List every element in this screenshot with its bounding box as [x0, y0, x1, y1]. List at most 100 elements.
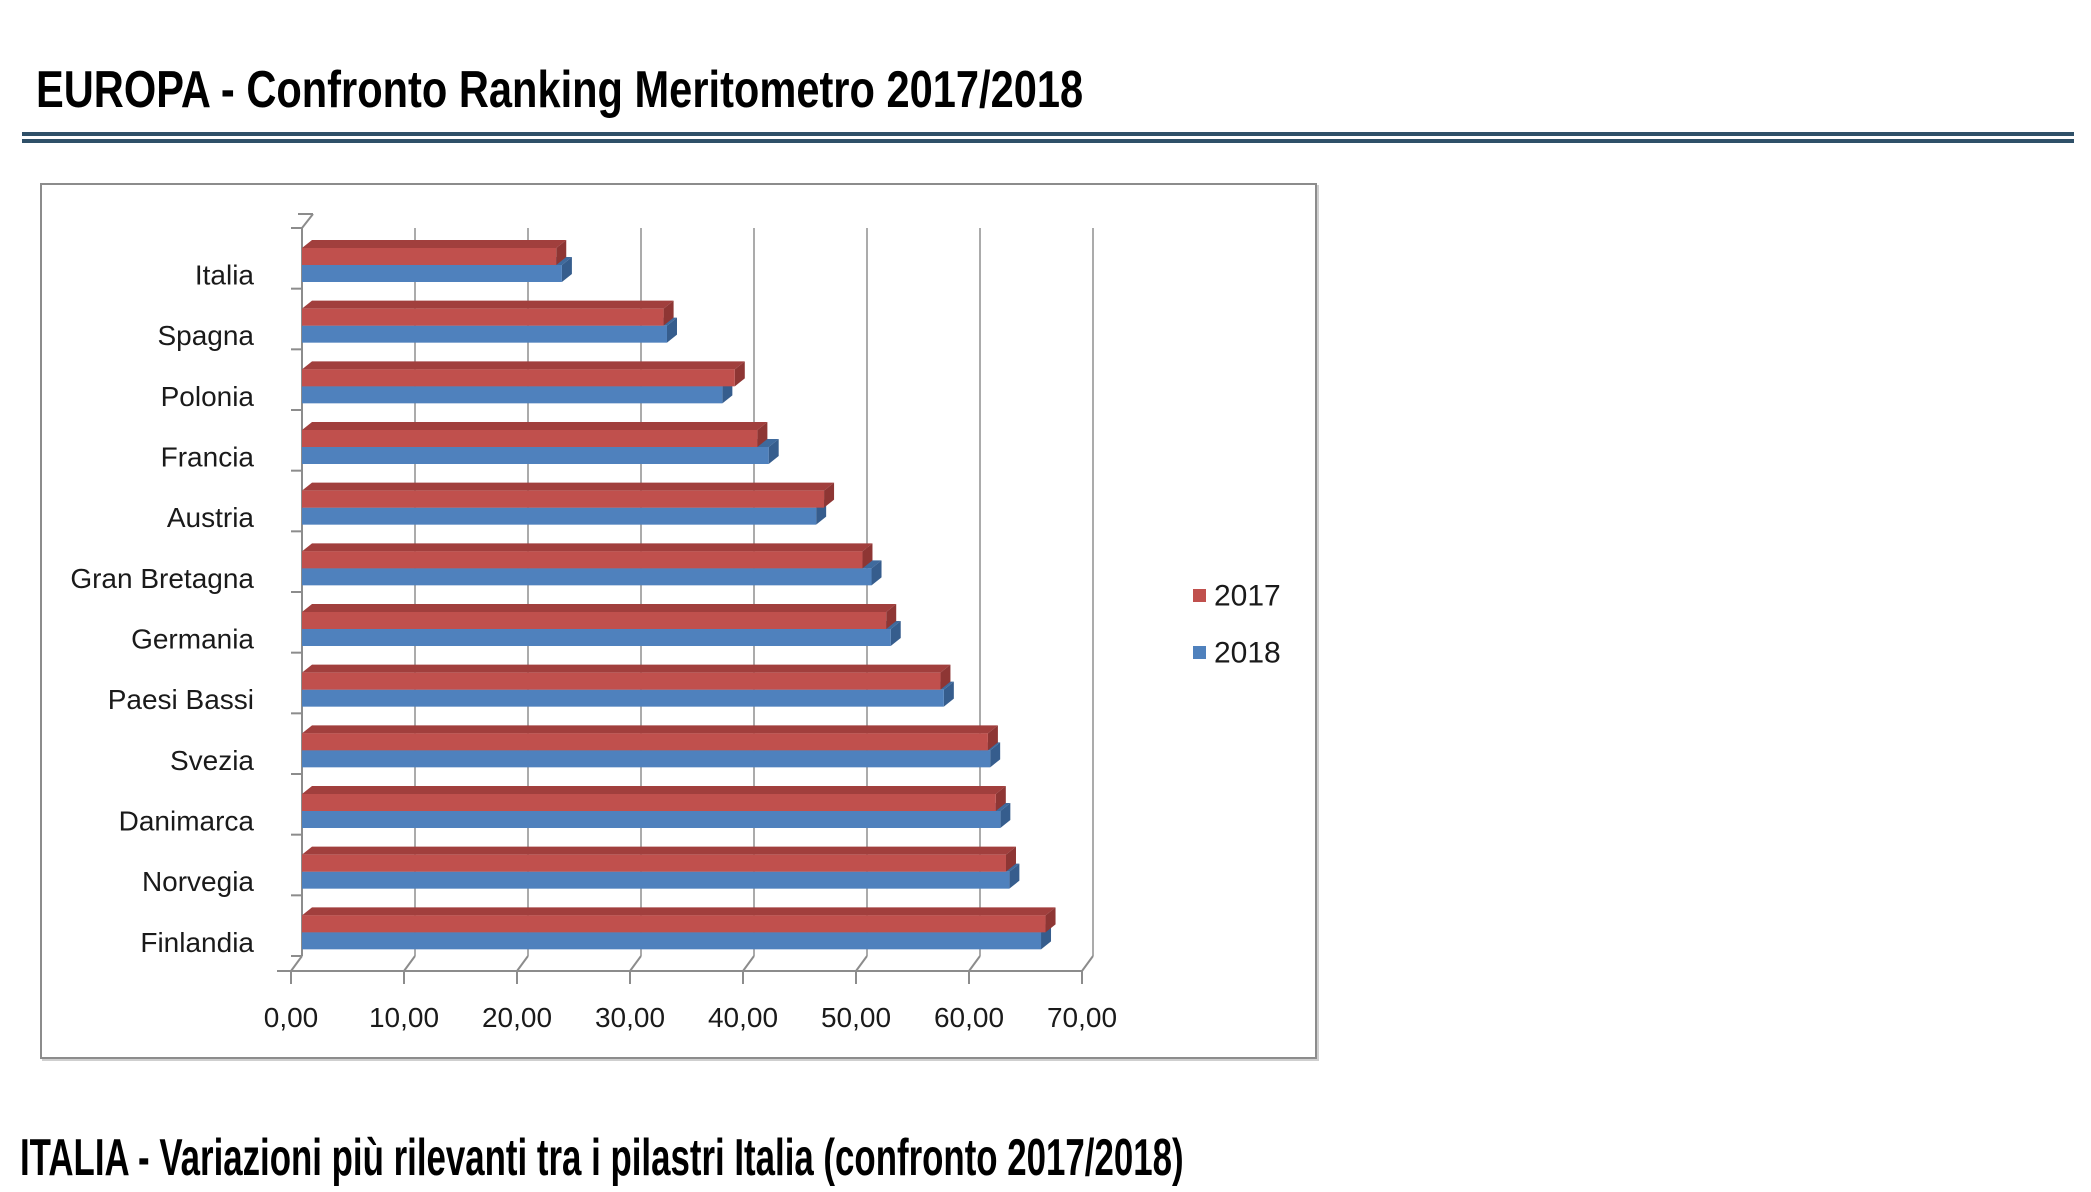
- bar-end-face: [886, 604, 897, 629]
- title-divider: [22, 132, 2074, 143]
- floor-slant-20: [516, 955, 529, 972]
- category-label-polonia: Polonia: [161, 381, 255, 412]
- category-label-svezia: Svezia: [170, 745, 254, 776]
- bar-front-face: [302, 871, 1010, 889]
- bar-germania-2017: [302, 604, 897, 629]
- bar-paesi-bassi-2017: [302, 664, 951, 690]
- category-label-finlandia: Finlandia: [140, 927, 254, 958]
- legend-swatch-2018: [1193, 646, 1206, 659]
- x-axis-label-20: 20,00: [482, 1002, 552, 1033]
- bar-top-face: [302, 604, 897, 612]
- floor-slant-60: [968, 955, 981, 972]
- x-axis-label-70: 70,00: [1047, 1002, 1117, 1033]
- bar-end-face: [862, 543, 873, 569]
- bar-spagna-2017: [302, 300, 674, 326]
- bar-front-face: [302, 915, 1046, 933]
- bar-end-face: [768, 439, 779, 464]
- page-title-wrap: EUROPA - Confronto Ranking Meritometro 2…: [36, 60, 1345, 120]
- bar-end-face: [556, 240, 567, 265]
- bar-top-face: [302, 240, 567, 248]
- legend-item-2018: 2018: [1193, 637, 1281, 670]
- bar-svezia-2017: [302, 725, 998, 751]
- bar-chart: Italia Spagna Polonia Francia Austria Gran Br…: [70, 213, 1281, 1033]
- bar-end-face: [987, 725, 998, 751]
- floor-slant-70: [1081, 955, 1094, 972]
- bar-front-face: [302, 248, 557, 265]
- bar-front-face: [302, 308, 664, 326]
- x-axis-label-40: 40,00: [708, 1002, 778, 1033]
- category-label-norvegia: Norvegia: [142, 866, 254, 897]
- bar-end-face: [943, 681, 954, 707]
- bar-end-face: [1009, 863, 1020, 889]
- floor-slant-40: [742, 955, 755, 972]
- floor-slant-50: [855, 955, 868, 972]
- bar-front-face: [302, 854, 1006, 872]
- bar-front-face: [302, 794, 996, 811]
- bar-end-face: [734, 361, 745, 387]
- bar-top-face: [302, 543, 873, 552]
- bar-front-face: [302, 811, 1001, 828]
- bar-end-face: [663, 300, 674, 326]
- bar-front-face: [302, 265, 562, 282]
- page-title: EUROPA - Confronto Ranking Meritometro 2…: [36, 61, 1084, 119]
- bar-austria-2017: [302, 482, 835, 508]
- bar-end-face: [561, 257, 572, 282]
- bar-norvegia-2017: [302, 846, 1016, 872]
- bar-front-face: [302, 629, 891, 646]
- bar-front-face: [302, 386, 723, 404]
- category-label-danimarca: Danimarca: [119, 806, 255, 837]
- category-label-francia: Francia: [161, 442, 255, 473]
- bar-polonia-2017: [302, 361, 745, 387]
- category-label-germania: Germania: [131, 624, 254, 655]
- bar-end-face: [995, 786, 1006, 811]
- y-axis-top-edge: [301, 213, 314, 229]
- legend: 2017 2018: [1193, 580, 1281, 670]
- gridlines: [277, 213, 1094, 984]
- bar-end-face: [1005, 846, 1016, 872]
- category-label-paesi-bassi: Paesi Bassi: [108, 684, 254, 715]
- category-label-italia: Italia: [195, 260, 255, 291]
- bar-front-face: [302, 325, 667, 343]
- bar-front-face: [302, 932, 1042, 950]
- legend-label-2018: 2018: [1214, 637, 1281, 670]
- x-axis-label-30: 30,00: [595, 1002, 665, 1033]
- section-title-wrap: ITALIA - Variazioni più rilevanti tra i …: [20, 1128, 1757, 1188]
- bar-front-face: [302, 447, 769, 464]
- bar-top-face: [302, 846, 1016, 855]
- bar-front-face: [302, 672, 941, 690]
- bar-end-face: [990, 742, 1001, 768]
- legend-swatch-2017: [1193, 589, 1206, 602]
- x-axis-label-60: 60,00: [934, 1002, 1004, 1033]
- bar-front-face: [302, 430, 758, 447]
- x-axis-label-10: 10,00: [369, 1002, 439, 1033]
- bar-top-face: [302, 300, 674, 309]
- floor-slant-10: [403, 955, 416, 972]
- floor-slant-30: [629, 955, 642, 972]
- chart-frame: Italia Spagna Polonia Francia Austria Gran Br…: [40, 183, 1317, 1059]
- floor-slant-0: [290, 955, 303, 972]
- bar-end-face: [824, 482, 835, 508]
- bar-end-face: [1000, 803, 1011, 828]
- bar-front-face: [302, 612, 887, 629]
- bars: [302, 240, 1056, 950]
- bar-top-face: [302, 664, 951, 673]
- bar-front-face: [302, 551, 863, 569]
- bar-end-face: [940, 664, 951, 690]
- bar-front-face: [302, 369, 735, 387]
- bar-front-face: [302, 750, 991, 768]
- bar-danimarca-2017: [302, 786, 1006, 811]
- legend-label-2017: 2017: [1214, 580, 1281, 613]
- bar-francia-2017: [302, 422, 768, 447]
- x-axis-labels: 0,00 10,00 20,00 30,00 40,00 50,00 60,00 70,00: [264, 1002, 1117, 1033]
- bar-front-face: [302, 733, 988, 751]
- section-title: ITALIA - Variazioni più rilevanti tra i …: [20, 1129, 1184, 1187]
- bar-end-face: [666, 317, 677, 343]
- bar-italia-2017: [302, 240, 567, 265]
- x-axis-label-50: 50,00: [821, 1002, 891, 1033]
- bar-front-face: [302, 568, 872, 586]
- x-axis-label-0: 0,00: [264, 1002, 319, 1033]
- category-label-gran-bretagna: Gran Bretagna: [70, 563, 254, 594]
- bar-finlandia-2017: [302, 907, 1056, 933]
- bar-end-face: [1045, 907, 1056, 933]
- bar-top-face: [302, 482, 835, 491]
